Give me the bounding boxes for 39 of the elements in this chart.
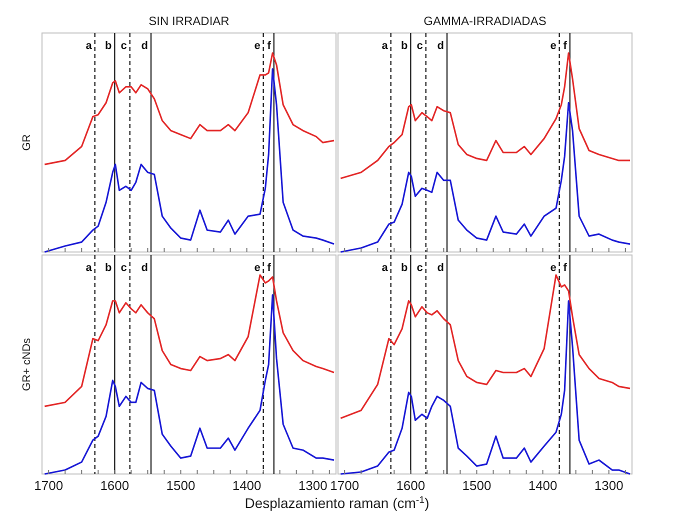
chart-title: GAMMA-IRRADIADAS [424,14,546,28]
x-tick-label: 1300 [298,478,328,493]
ref-line-label: f [267,262,272,274]
ref-line-label: a [382,262,389,274]
x-tick-label: 1400 [232,478,262,493]
y-axis-title: GR [21,134,33,151]
ref-line-label: f [563,262,568,274]
x-axis-title: Desplazamiento raman (cm$^{-1}$) [244,494,430,511]
x-tick-label: 1300 [594,478,624,493]
x-tick-label: 1700 [330,478,360,493]
ref-line-label: f [267,40,272,52]
ref-line-label: a [86,40,93,52]
x-tick-label: 1600 [396,478,426,493]
ref-line-label: e [254,262,260,274]
ref-line-label: c [416,40,423,52]
ref-line-label: d [437,40,444,52]
x-tick-label: 1500 [166,478,196,493]
ref-line-label: b [400,40,408,52]
ref-line-label: b [400,262,408,274]
ref-line-label: b [104,262,112,274]
ref-line-label: d [141,40,148,52]
ref-line-label: b [104,40,112,52]
ref-line-label: f [563,40,568,52]
ref-line-label: c [120,40,127,52]
ref-line-label: e [254,40,260,52]
ref-line-label: e [550,40,556,52]
ref-line-label: d [437,262,444,274]
ref-line-label: e [550,262,556,274]
ref-line-label: a [382,40,389,52]
y-axis-title: GR+ cNDs [21,338,33,391]
ref-line-label: c [120,262,127,274]
x-tick-label: 1500 [462,478,492,493]
chart-title: SIN IRRADIAR [148,14,230,28]
x-tick-label: 1700 [34,478,64,493]
ref-line-label: d [141,262,148,274]
x-tick-label: 1400 [528,478,558,493]
ref-line-label: c [416,262,423,274]
x-tick-label: 1600 [100,478,130,493]
ref-line-label: a [86,262,93,274]
